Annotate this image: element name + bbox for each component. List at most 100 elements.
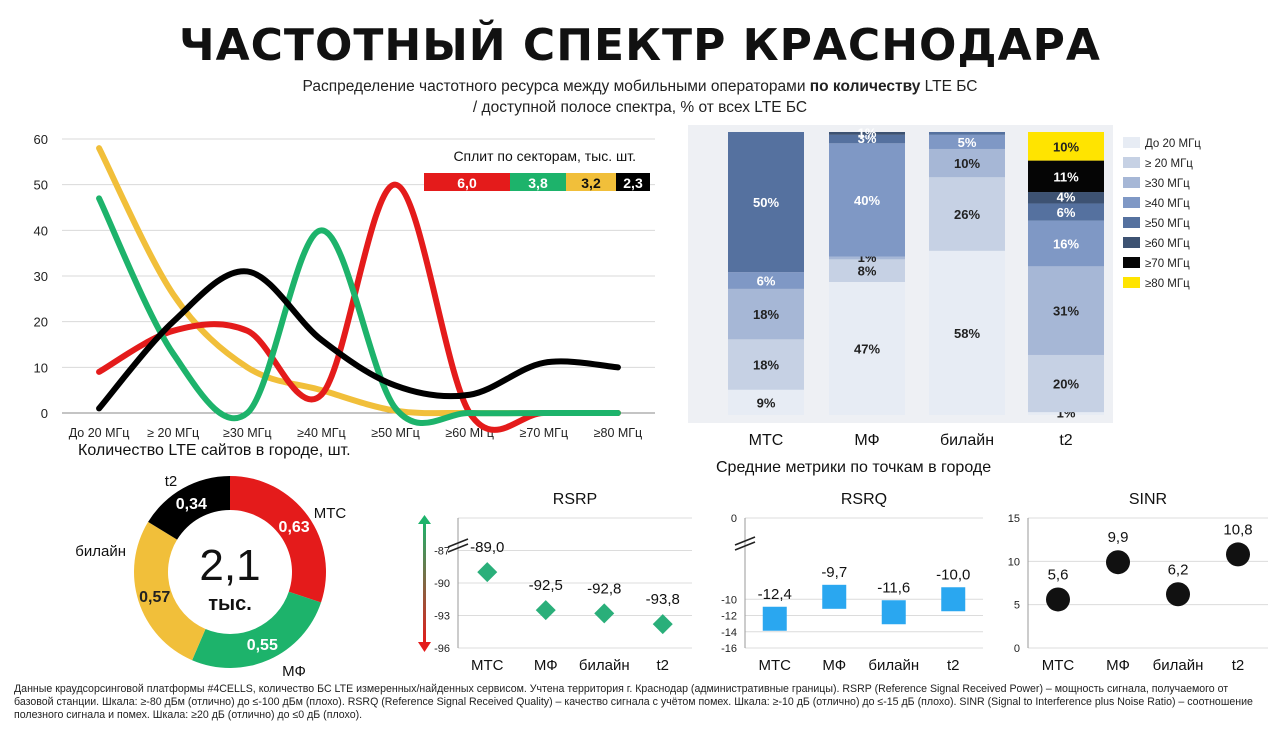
metric-y-tick: 5 [1014, 600, 1020, 612]
line-x-tick: До 20 МГц [69, 426, 130, 440]
line-x-tick: ≥70 МГц [520, 426, 569, 440]
bar-legend-label: ≥70 МГц [1145, 258, 1190, 270]
split-box-mts [424, 173, 510, 191]
bar-legend-swatch [1123, 257, 1140, 268]
metric-value-label: -92,5 [529, 577, 563, 594]
bar-legend-label: ≥60 МГц [1145, 238, 1190, 250]
subtitle-part-1: Распределение частотного ресурса между м… [302, 78, 810, 95]
donut-slice-mf [192, 591, 322, 668]
bar-segment [829, 132, 905, 135]
bar-segment [829, 134, 905, 144]
donut-slice-name: билайн [75, 543, 126, 560]
bar-segment-label: 6% [757, 274, 776, 289]
bar-segment [929, 132, 1005, 135]
metric-category-label: t2 [947, 657, 960, 674]
metric-value-label: -12,4 [758, 586, 792, 603]
bar-segment [829, 259, 905, 282]
line-y-tick: 0 [41, 406, 48, 421]
metric-value-label: -9,7 [821, 564, 847, 581]
bar-legend-swatch [1123, 217, 1140, 228]
subtitle-part-2: LTE БС [920, 78, 978, 95]
line-y-tick: 10 [34, 360, 48, 375]
stacked-bar-chart: 9%18%18%6%50%МТС47%8%1%40%3%1%МФ58%26%10… [688, 125, 1201, 449]
bar-segment [728, 288, 804, 340]
axis-break-mark [447, 543, 469, 553]
bar-segment [1028, 412, 1104, 415]
metric-point [1166, 582, 1190, 607]
split-box-beeline [566, 173, 616, 191]
page-title: ЧАСТОТНЫЙ СПЕКТР КРАСНОДАРА [179, 20, 1101, 71]
bar-segment [929, 250, 1005, 415]
bar-segment [728, 272, 804, 289]
metric-value-label: -10,0 [936, 566, 970, 583]
rsrp-chart: RSRP -87 -90 -93 -96 -89,0 МТС -92,5 МФ -92,8 била… [418, 491, 692, 674]
bar-segment-label: 16% [1053, 236, 1079, 251]
bar-segment-label: 10% [954, 156, 980, 171]
bar-legend-swatch [1123, 277, 1140, 288]
line-chart-xlabel: Количество LTE сайтов в городе, шт. [78, 442, 351, 459]
line-series-mf [96, 195, 621, 427]
bar-category-label: МФ [854, 432, 879, 449]
metric-y-tick: 0 [731, 513, 737, 525]
axis-break-mark [447, 538, 469, 548]
subtitle-bold: по количеству [809, 78, 921, 95]
metric-value-label: -11,6 [877, 579, 910, 596]
bar-legend-label: ≥30 МГц [1145, 178, 1190, 190]
split-box-t2 [616, 173, 650, 191]
metric-y-tick: 10 [1008, 556, 1020, 568]
bar-legend-label: ≥80 МГц [1145, 278, 1190, 290]
metric-point [1226, 542, 1250, 567]
bar-category-label: t2 [1059, 432, 1072, 449]
line-y-tick: 40 [34, 223, 48, 238]
split-box-mf [510, 173, 566, 191]
rsrp-arrow-up-icon [418, 515, 431, 524]
split-label-mf: 3,8 [528, 175, 548, 191]
metric-category-label: билайн [1153, 657, 1204, 674]
line-y-tick: 60 [34, 132, 48, 147]
metric-category-label: МТС [471, 657, 504, 674]
split-legend-title: Сплит по секторам, тыс. шт. [453, 148, 636, 164]
bar-segment [1028, 203, 1104, 221]
bar-legend-swatch [1123, 137, 1140, 148]
bar-segment [929, 134, 1005, 149]
subtitle-line-2: / доступной полосе спектра, % от всех LT… [472, 99, 808, 116]
bar-segment [929, 177, 1005, 251]
donut-slice-name: МТС [314, 505, 347, 522]
metric-point [822, 584, 847, 609]
axis-break-mark [734, 541, 756, 551]
metric-y-tick: -96 [434, 643, 450, 655]
metric-category-label: МТС [759, 657, 792, 674]
bar-category-label: МТС [749, 432, 784, 449]
bar-segment [1028, 220, 1104, 267]
bar-legend-swatch [1123, 237, 1140, 248]
bar-segment-label: 26% [954, 207, 980, 222]
metric-value-label: 10,8 [1223, 521, 1252, 538]
metric-value-label: 9,9 [1108, 529, 1129, 546]
metric-category-label: билайн [868, 657, 919, 674]
metric-y-tick: -14 [721, 627, 737, 639]
bar-legend-swatch [1123, 177, 1140, 188]
donut-value-label: 0,63 [279, 519, 310, 536]
metric-value-label: 5,6 [1048, 566, 1069, 583]
metric-y-tick: -90 [434, 578, 450, 590]
bar-segment-label: 31% [1053, 304, 1079, 319]
metric-point [881, 600, 906, 625]
donut-slice-name: МФ [282, 663, 306, 680]
metric-y-tick: 0 [1014, 643, 1020, 655]
bar-segment [829, 256, 905, 260]
metric-category-label: t2 [656, 657, 669, 674]
metric-y-tick: -10 [721, 594, 737, 606]
metric-value-label: -89,0 [470, 539, 504, 556]
line-x-tick: ≥30 МГц [223, 426, 272, 440]
donut-value-label: 0,57 [139, 589, 170, 606]
bar-segment [1028, 266, 1104, 355]
bar-segment-label: 18% [753, 358, 779, 373]
metric-value-label: -92,8 [587, 580, 621, 597]
bar-legend-label: ≥ 20 МГц [1145, 158, 1193, 170]
bar-segment-label: 18% [753, 307, 779, 322]
metric-title: SINR [1129, 491, 1167, 508]
metric-value-label: 6,2 [1168, 561, 1189, 578]
metric-category-label: МФ [822, 657, 846, 674]
split-label-t2: 2,3 [623, 175, 643, 191]
footnote: Данные краудсорсинговой платформы #4CELL… [14, 683, 1253, 721]
